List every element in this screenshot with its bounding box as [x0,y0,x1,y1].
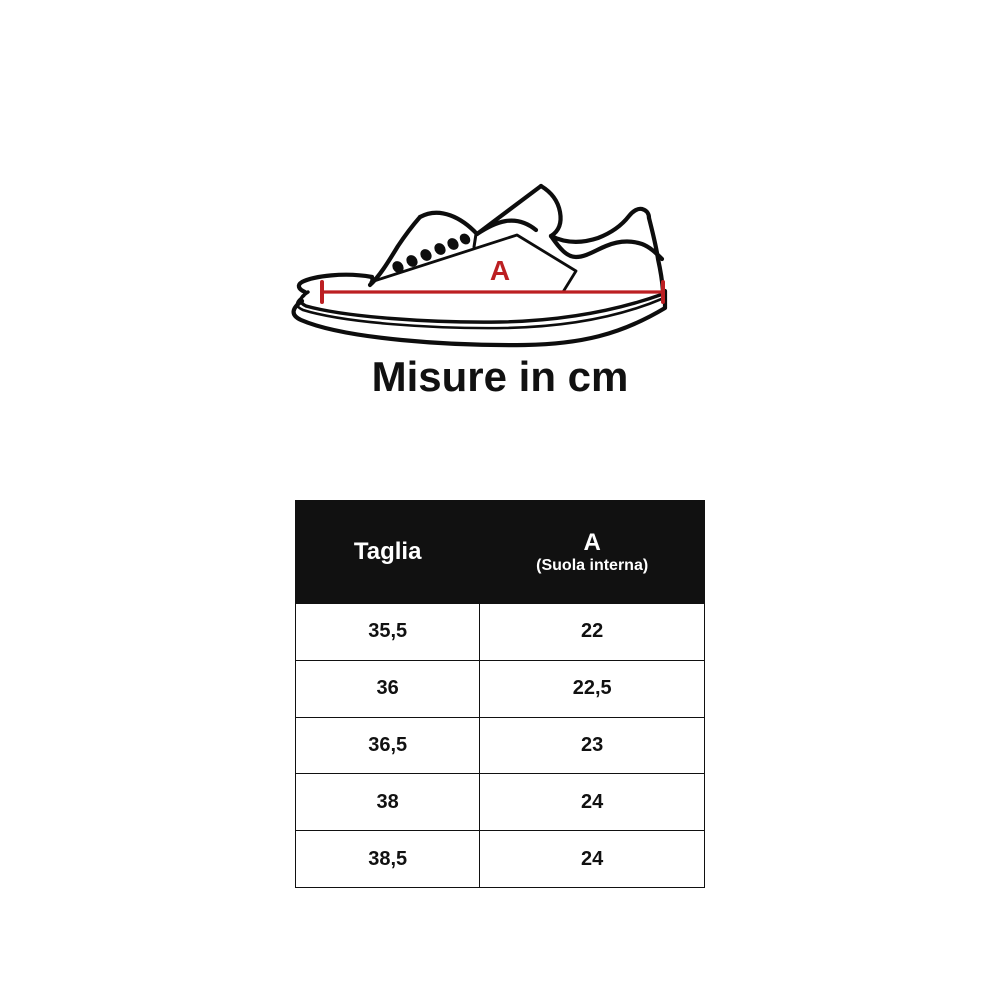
svg-text:A: A [490,255,510,286]
